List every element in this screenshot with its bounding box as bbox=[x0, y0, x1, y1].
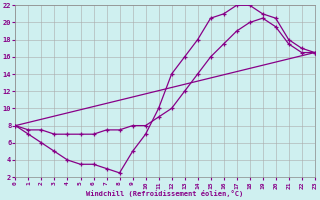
X-axis label: Windchill (Refroidissement éolien,°C): Windchill (Refroidissement éolien,°C) bbox=[86, 190, 244, 197]
